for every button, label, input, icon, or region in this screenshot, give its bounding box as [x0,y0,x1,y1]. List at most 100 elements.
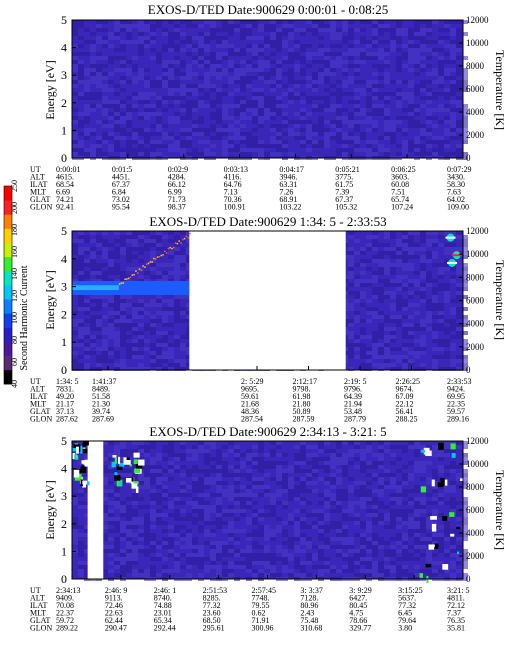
heatmap-cell [348,20,354,24]
heatmap-cell [102,247,108,251]
heatmap-cell [456,501,462,505]
heatmap-cell [186,36,192,40]
heatmap-cell [366,116,372,120]
feature-dot [156,256,159,258]
heatmap-cell [312,88,318,92]
heatmap-cell [354,319,360,323]
heatmap-cell [132,40,138,44]
heatmap-cell [78,271,84,275]
heatmap-cell [138,315,144,319]
heatmap-cell [432,148,438,152]
heatmap-cell [288,32,294,36]
heatmap-cell [402,521,408,525]
heatmap-cell [324,449,330,453]
heatmap-cell [432,355,438,359]
y2-tick-label: 12000 [466,15,489,25]
heatmap-cell [210,561,216,565]
heatmap-cell [144,465,150,469]
heatmap-cell [246,537,252,541]
heatmap-cell [276,36,282,40]
heatmap-cell [438,569,444,573]
heatmap-cell [144,271,150,275]
heatmap-cell [228,116,234,120]
heatmap-cell [282,561,288,565]
heatmap-cell [252,453,258,457]
heatmap-cell [402,251,408,255]
heatmap-cell [270,557,276,561]
heatmap-cell [330,545,336,549]
heatmap-cell [234,509,240,513]
heatmap-cell [132,501,138,505]
heatmap-cell [330,457,336,461]
heatmap-cell [378,521,384,525]
heatmap-cell [120,537,126,541]
heatmap-cell [132,355,138,359]
heatmap-cell [204,20,210,24]
heatmap-cell [228,561,234,565]
heatmap-cell [108,144,114,148]
feature-patch [119,463,125,468]
heatmap-cell [390,335,396,339]
heatmap-cell [180,359,186,363]
heatmap-cell [396,144,402,148]
heatmap-cell [420,501,426,505]
table-cell: 22.37 [56,609,74,618]
heatmap-cell [174,529,180,533]
heatmap-cell [420,136,426,140]
heatmap-cell [156,513,162,517]
heatmap-cell [162,469,168,473]
heatmap-cell [282,485,288,489]
heatmap-cell [216,461,222,465]
heatmap-cell [132,521,138,525]
heatmap-cell [306,96,312,100]
heatmap-cell [78,303,84,307]
heatmap-cell [360,28,366,32]
heatmap-cell [444,116,450,120]
feature-patch [112,455,117,458]
heatmap-cell [456,144,462,148]
colorbar-cell [4,200,12,215]
feature-patch [126,478,132,483]
heatmap-cell [252,144,258,148]
heatmap-cell [330,132,336,136]
heatmap-cell [276,545,282,549]
heatmap-cell [438,120,444,124]
heatmap-cell [252,573,258,577]
heatmap-cell [90,351,96,355]
table-cell: 107.24 [391,203,413,212]
heatmap-cell [354,108,360,112]
heatmap-cell [156,517,162,521]
heatmap-cell [144,449,150,453]
heatmap-cell [174,148,180,152]
heatmap-cell [174,569,180,573]
heatmap-cell [270,565,276,569]
heatmap-cell [150,533,156,537]
heatmap-cell [78,132,84,136]
heatmap-cell [204,485,210,489]
heatmap-cell [258,493,264,497]
heatmap-cell [282,44,288,48]
heatmap-cell [438,311,444,315]
y-tick-label: 2 [61,96,67,110]
table-row-label: ALT [30,594,45,603]
heatmap-cell [408,243,414,247]
heatmap-cell [378,287,384,291]
feature-dot [155,258,157,260]
heatmap-cell [450,545,456,549]
heatmap-cell [258,517,264,521]
heatmap-cell [462,80,468,84]
heatmap-cell [336,140,342,144]
heatmap-cell [444,60,450,64]
heatmap-cell [282,120,288,124]
heatmap-cell [234,489,240,493]
heatmap-cell [414,355,420,359]
heatmap-cell [438,263,444,267]
heatmap-cell [180,441,186,445]
heatmap-cell [180,489,186,493]
heatmap-cell [462,156,468,160]
heatmap-cell [120,243,126,247]
table-row-label: MLT [30,400,46,409]
heatmap-cell [324,465,330,469]
heatmap-cell [138,28,144,32]
heatmap-cell [150,239,156,243]
